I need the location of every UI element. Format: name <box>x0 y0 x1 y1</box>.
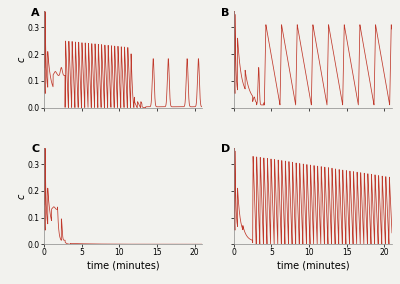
Y-axis label: c: c <box>16 193 26 199</box>
Text: A: A <box>31 7 40 18</box>
Text: D: D <box>221 144 230 154</box>
X-axis label: time (minutes): time (minutes) <box>87 260 160 270</box>
Y-axis label: c: c <box>16 57 26 62</box>
Text: B: B <box>221 7 230 18</box>
Text: C: C <box>31 144 40 154</box>
X-axis label: time (minutes): time (minutes) <box>276 260 349 270</box>
